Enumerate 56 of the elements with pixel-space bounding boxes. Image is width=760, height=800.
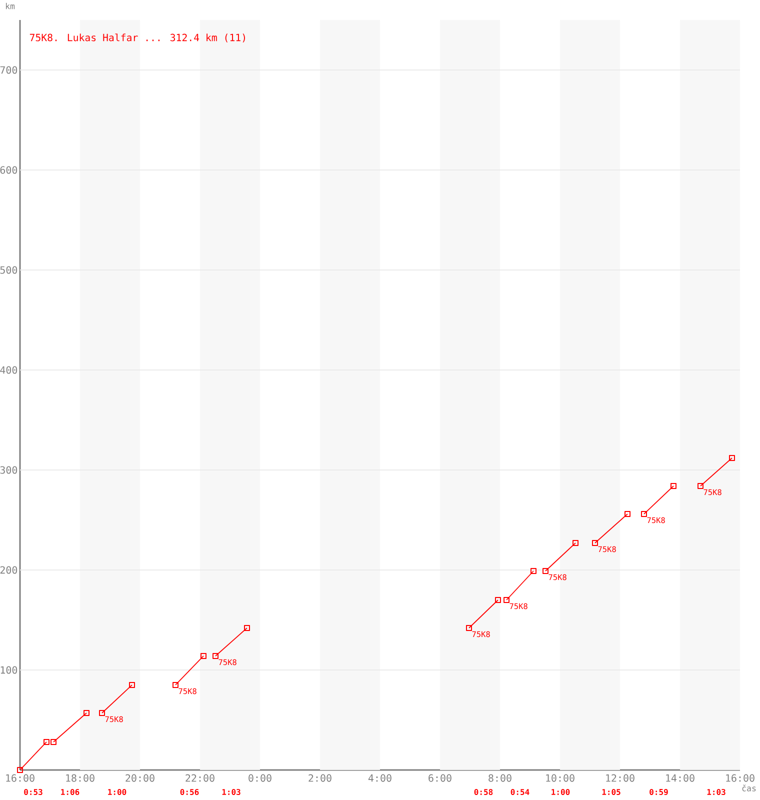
point <box>212 653 218 659</box>
y-tick-label: 300 <box>0 466 18 474</box>
point <box>50 738 56 745</box>
point <box>128 682 135 688</box>
point <box>44 738 50 745</box>
y-tick-label: 700 <box>0 66 18 74</box>
x-tick-label: 18:00 <box>66 774 94 782</box>
point <box>466 625 472 631</box>
text: 1:03 <box>707 788 726 796</box>
point <box>504 597 510 603</box>
text: 0:56 <box>180 788 199 796</box>
point <box>572 540 578 546</box>
point <box>84 710 90 716</box>
point <box>592 540 598 546</box>
text: 1:00 <box>552 788 570 796</box>
point <box>624 510 630 517</box>
x-tick-label: 2:00 <box>308 774 332 782</box>
text: 0:54 <box>510 788 530 796</box>
x-tick-label: 16:00 <box>6 774 34 782</box>
point <box>200 653 206 659</box>
point <box>16 766 23 773</box>
x-tick-label: 0:00 <box>248 774 272 782</box>
y-tick-label: 200 <box>0 566 18 574</box>
point <box>495 597 501 603</box>
x-tick-label: 12:00 <box>606 774 634 782</box>
text: 1:03 <box>222 788 240 796</box>
text: 75K8. Lukas Halfar ... 312.4 km (11) <box>30 34 245 42</box>
text: 0:58 <box>474 788 493 796</box>
point <box>670 482 676 489</box>
x-tick-label: 10:00 <box>546 774 574 782</box>
text: 0:53 <box>24 788 42 796</box>
x-tick-label: 6:00 <box>428 774 452 782</box>
y-tick-label: 600 <box>0 166 18 174</box>
y-tick-label: 100 <box>0 666 18 674</box>
point <box>244 625 250 631</box>
point <box>542 568 548 574</box>
y-tick-label: 500 <box>0 266 18 274</box>
point <box>530 568 536 574</box>
point <box>99 710 105 716</box>
text: 1:00 <box>108 788 126 796</box>
x-tick-label: 4:00 <box>368 774 392 782</box>
point <box>697 482 704 489</box>
x-tick-label: 14:00 <box>666 774 694 782</box>
point <box>640 510 647 517</box>
x-tick-label: 22:00 <box>186 774 214 782</box>
point <box>172 682 178 688</box>
x-tick-label: 20:00 <box>126 774 154 782</box>
x-axis-title: čas <box>742 784 756 792</box>
x-tick-label: 8:00 <box>488 774 512 782</box>
text: 0:59 <box>650 788 668 796</box>
point <box>728 454 735 461</box>
x-tick-label: 16:00 <box>726 774 754 782</box>
text: 1:05 <box>602 788 620 796</box>
y-axis-title: km <box>6 2 15 10</box>
y-tick-label: 400 <box>0 366 18 374</box>
text: 1:06 <box>61 788 80 796</box>
